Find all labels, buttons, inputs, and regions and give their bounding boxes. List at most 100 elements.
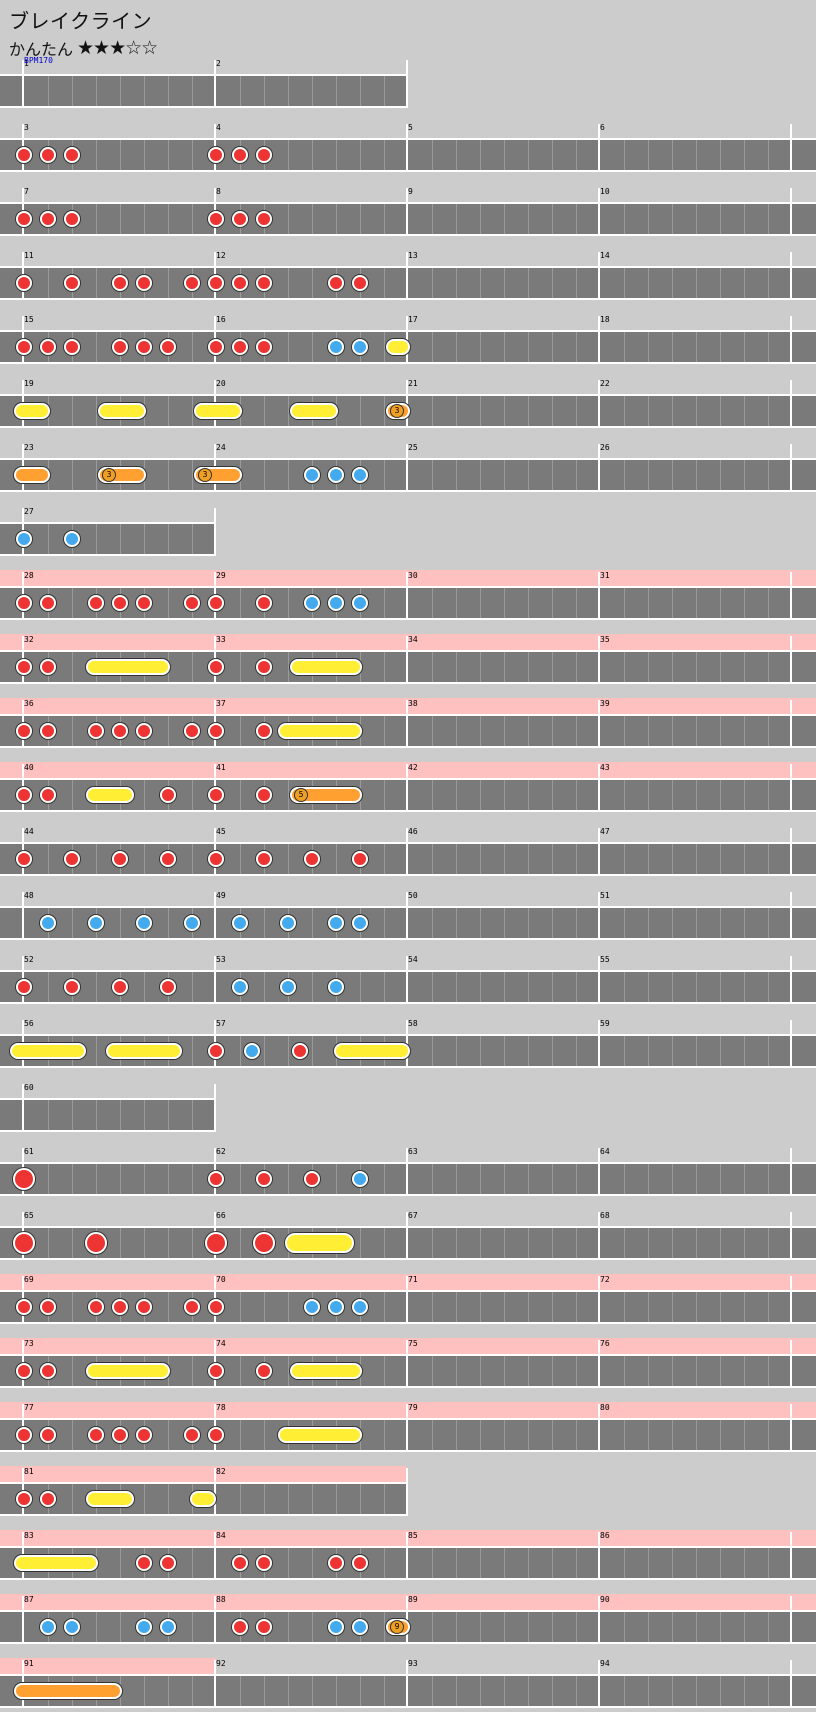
beat-line [96,76,97,106]
beat-line [288,1484,289,1514]
beat-line [768,268,769,298]
ka-note [352,1299,368,1315]
drumroll [106,1043,183,1059]
measure-line [406,700,408,748]
beat-line [504,1292,505,1322]
beat-line [72,460,73,490]
beat-line [504,1548,505,1578]
beat-line [192,460,193,490]
don-note [304,1171,320,1187]
beat-line [648,332,649,362]
ka-note [16,531,32,547]
measure-number: 21 [408,379,418,388]
beat-line [720,1676,721,1706]
beat-line [648,1292,649,1322]
measure-line [598,1212,600,1260]
beat-line [312,332,313,362]
beat-line [192,1356,193,1386]
beat-line [480,588,481,618]
lane-edge [0,330,816,332]
beat-line [744,1548,745,1578]
beat-line [144,1484,145,1514]
beat-line [528,780,529,810]
beat-line [360,1676,361,1706]
lane-edge [0,682,816,684]
beat-line [720,1356,721,1386]
beat-line [744,1356,745,1386]
lane-edge [0,1482,406,1484]
beat-line [480,652,481,682]
measure-line [598,124,600,172]
beat-line [528,1228,529,1258]
beat-line [432,268,433,298]
beat-line [432,1612,433,1642]
lane-edge [0,1706,816,1708]
beat-line [576,652,577,682]
beat-line [624,140,625,170]
measure-line [406,1148,408,1196]
measure-number: 84 [216,1531,226,1540]
don-note [292,1043,308,1059]
beat-line [504,716,505,746]
measure-line [214,1532,216,1580]
measure-number: 88 [216,1595,226,1604]
beat-line [768,716,769,746]
beat-line [624,1356,625,1386]
measure-line [790,1212,792,1260]
beat-line [144,1100,145,1130]
chart-row: 44 45 46 47 [0,826,816,878]
ka-note [328,595,344,611]
beat-line [624,908,625,938]
measure-line [214,1596,216,1644]
beat-line [528,652,529,682]
don-note [64,211,80,227]
measure-number: 69 [24,1275,34,1284]
beat-line [744,1228,745,1258]
beat-line [168,204,169,234]
beat-line [264,460,265,490]
beat-line [480,1356,481,1386]
measure-line [790,700,792,748]
lane-edge [0,1418,816,1420]
ka-note [328,979,344,995]
beat-line [504,1036,505,1066]
beat-line [192,1036,193,1066]
beat-line [696,1228,697,1258]
lane-edge [0,1642,816,1644]
measure-number: 56 [24,1019,34,1028]
measure-line [790,764,792,812]
measure-number: 35 [600,635,610,644]
beat-line [528,204,529,234]
measure-line [406,1660,408,1708]
don-note [256,211,272,227]
measure-line [790,1020,792,1068]
beat-line [48,844,49,874]
measure-line [406,60,408,108]
don-note [40,211,56,227]
balloon-count: 5 [294,788,308,802]
measure-number: 91 [24,1659,34,1668]
drumroll [10,1043,87,1059]
lane-edge [0,1162,816,1164]
beat-line [480,140,481,170]
beat-line [480,716,481,746]
beat-line [192,204,193,234]
beat-line [288,1548,289,1578]
beat-line [120,908,121,938]
beat-line [624,1292,625,1322]
beat-line [480,1420,481,1450]
beat-line [528,1356,529,1386]
note-lane [0,844,816,874]
beat-line [432,1676,433,1706]
beat-line [312,1676,313,1706]
beat-line [360,1228,361,1258]
measure-number: 37 [216,699,226,708]
beat-line [672,396,673,426]
measure-number: 16 [216,315,226,324]
beat-line [288,204,289,234]
measure-line [598,1532,600,1580]
measure-line [598,1148,600,1196]
measure-number: 11 [24,251,34,260]
don-note [16,595,32,611]
